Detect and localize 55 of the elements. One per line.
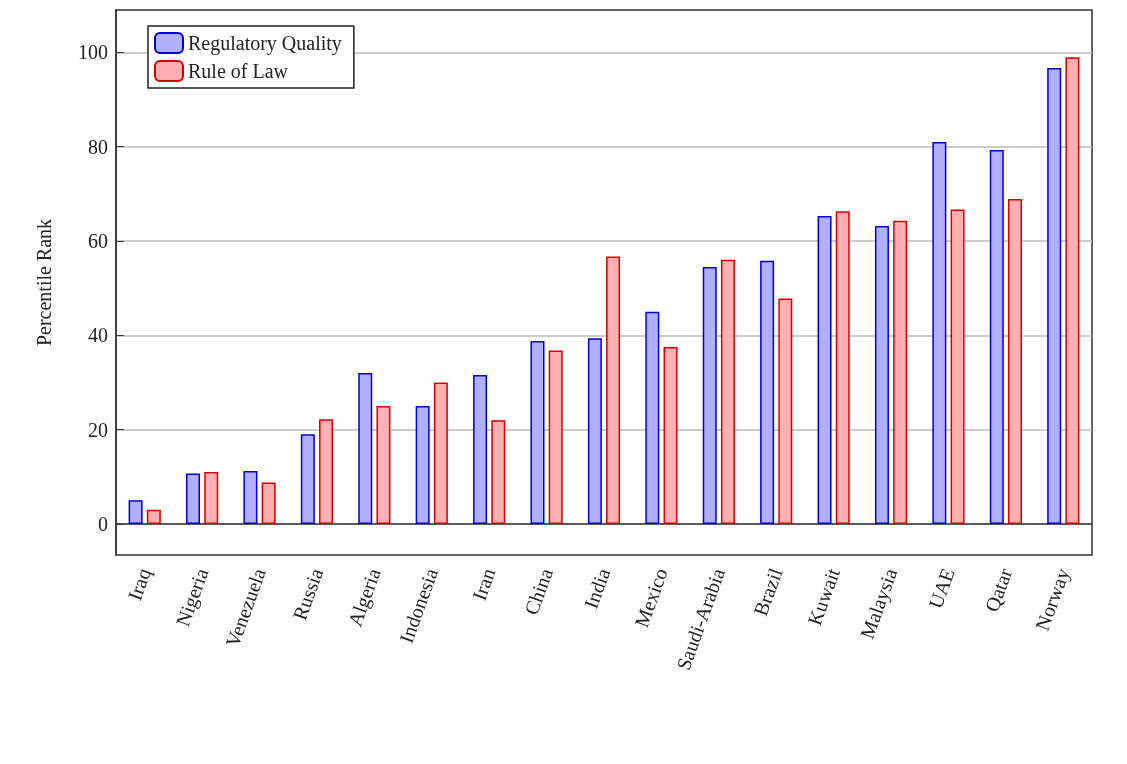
bar <box>663 347 678 524</box>
x-tick-label: Iraq <box>123 565 156 604</box>
bar <box>835 211 850 524</box>
bar <box>186 473 201 524</box>
bar <box>473 374 488 524</box>
y-tick-label: 60 <box>88 230 108 253</box>
legend-label: Rule of Law <box>188 60 289 82</box>
bar <box>376 406 391 524</box>
bar <box>932 142 947 524</box>
bar <box>989 150 1004 524</box>
bar <box>491 420 506 524</box>
bar <box>760 260 775 524</box>
bar <box>530 340 545 524</box>
bar <box>319 419 334 524</box>
y-tick-label: 20 <box>88 418 108 441</box>
bar <box>817 216 832 524</box>
x-tick-label: Iran <box>467 565 500 604</box>
bar <box>128 500 143 524</box>
bar <box>950 209 965 524</box>
bar <box>1047 67 1062 524</box>
bar <box>778 298 793 524</box>
x-tick-label: Russia <box>288 565 328 623</box>
bar <box>146 509 161 524</box>
x-tick-label: Algeria <box>343 565 386 630</box>
x-tick-label: Qatar <box>980 564 1017 615</box>
bar <box>204 472 219 524</box>
y-tick-label: 40 <box>88 324 108 347</box>
bar <box>261 482 276 524</box>
bar <box>433 382 448 524</box>
x-tick-label: Nigeria <box>171 565 214 630</box>
bar <box>645 311 660 524</box>
bar <box>1065 57 1080 524</box>
bar <box>415 406 430 524</box>
y-axis-title: Percentile Rank <box>33 218 55 347</box>
y-tick-label: 80 <box>88 135 108 158</box>
bar <box>358 373 373 524</box>
x-tick-label: Kuwait <box>803 564 845 629</box>
bar <box>1007 199 1022 524</box>
x-tick-label: India <box>579 565 615 612</box>
bar <box>587 338 602 524</box>
bar <box>606 256 621 524</box>
x-tick-label: Mexico <box>630 565 672 631</box>
bar <box>548 350 563 524</box>
bar <box>243 471 258 524</box>
y-tick-label: 0 <box>98 512 108 535</box>
bar <box>702 266 717 524</box>
x-tick-label: UAE <box>924 565 959 612</box>
y-tick-label: 100 <box>78 41 108 64</box>
x-tick-label: China <box>519 565 557 618</box>
bar <box>893 220 908 524</box>
bar <box>300 434 315 524</box>
legend-label: Regulatory Quality <box>188 32 342 55</box>
bar <box>874 225 889 524</box>
bar <box>720 259 735 524</box>
x-tick-label: Brazil <box>749 564 787 619</box>
